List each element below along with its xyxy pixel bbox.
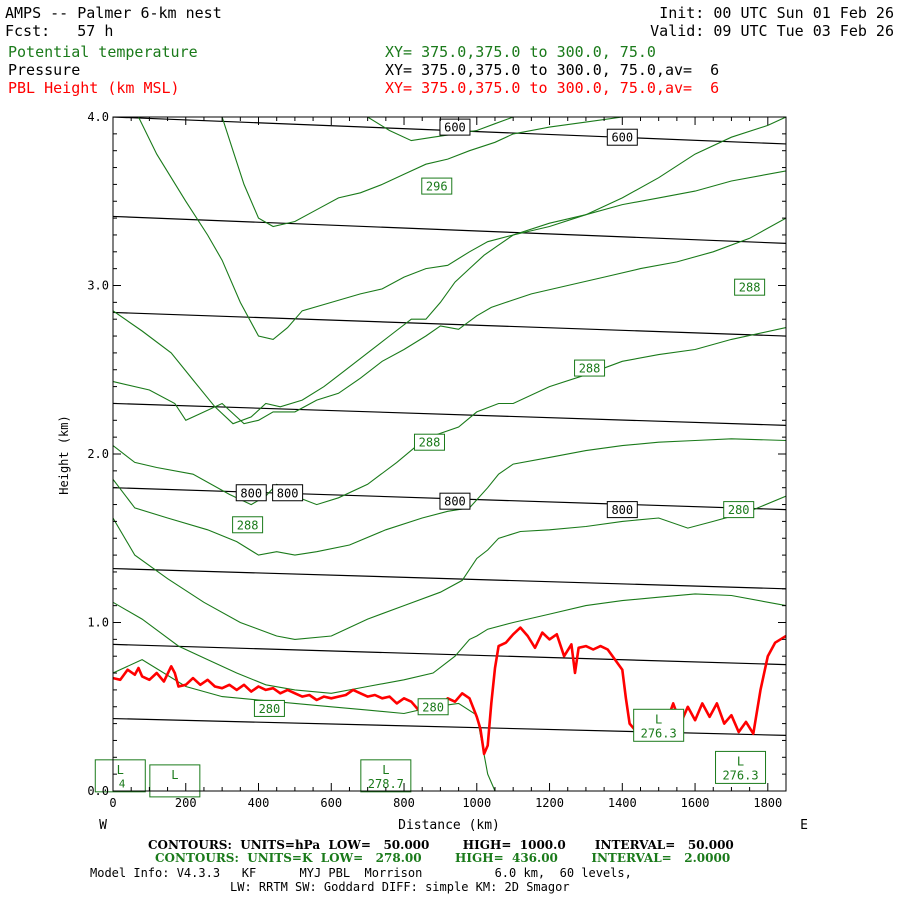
y-tick-label: 3.0	[87, 279, 109, 293]
low-marker-letter: L	[117, 763, 124, 777]
theta-label: 296	[426, 180, 448, 194]
low-marker-box	[94, 759, 146, 793]
x-tick-label: 1800	[753, 796, 782, 810]
field-pressure-label: Pressure	[8, 61, 81, 79]
isobar-650	[113, 215, 786, 244]
low-marker-value: 276.3	[722, 768, 758, 782]
x-tick-label: 400	[248, 796, 270, 810]
x-tick-label: 1200	[535, 796, 564, 810]
pressure-xy-info: XY= 375.0,375.0 to 300.0, 75.0,av= 6	[385, 61, 720, 79]
theta-contour-1	[113, 593, 786, 694]
theta-label: 280	[259, 702, 281, 716]
plot-frame	[112, 116, 787, 792]
x-axis-label: Distance (km)	[398, 818, 500, 833]
x-tick-label: 1600	[681, 796, 710, 810]
x-tick-label: 800	[393, 796, 415, 810]
y-tick-label: 4.0	[87, 110, 109, 124]
pressure-label-box	[606, 128, 638, 146]
axes: 0 200 400 600 800 1000 1200 1400 1600 1800 0.0 1.0 2…	[87, 110, 786, 810]
low-marker-letter: L	[655, 712, 662, 726]
theta-label-box	[253, 699, 285, 717]
theta-label-box	[421, 177, 453, 195]
model-title: AMPS -- Palmer 6-km nest	[5, 4, 222, 22]
pressure-label: 800	[444, 495, 466, 509]
pressure-label: 800	[240, 486, 262, 500]
pressure-contours	[113, 117, 786, 736]
theta-xy-info: XY= 375.0,375.0 to 300.0, 75.0	[385, 43, 656, 61]
isobar-750	[113, 402, 786, 426]
y-tick-label: 0.0	[87, 784, 109, 798]
low-marker-value: 278.7	[368, 777, 404, 791]
low-marker-box	[715, 750, 767, 784]
theta-contour-info: CONTOURS: UNITS=K LOW= 278.00 HIGH= 436.…	[155, 851, 731, 865]
low-marker-letter: L	[737, 754, 744, 768]
low-marker-box	[149, 764, 201, 798]
isobar-700	[113, 311, 786, 337]
theta-contour-7	[138, 117, 786, 340]
theta-label: 288	[237, 518, 259, 532]
theta-label-box	[723, 501, 755, 519]
pressure-label: 800	[611, 503, 633, 517]
pressure-label-box	[272, 484, 304, 502]
theta-contour-2	[113, 495, 786, 640]
x-tick-label: 0	[109, 796, 116, 810]
contour-labels: 600 600 800 800 800 800 296 288 288 288 288 280 280 2…	[94, 118, 767, 798]
pbl-height-line	[113, 626, 786, 756]
theta-contour-0	[113, 658, 496, 791]
pressure-contour-info: CONTOURS: UNITS=hPa LOW= 50.000 HIGH= 10…	[148, 838, 734, 852]
theta-label-box	[734, 278, 766, 296]
y-axis-label: Height (km)	[57, 415, 71, 494]
theta-label: 288	[739, 281, 761, 295]
west-label: W	[99, 818, 107, 833]
forecast-hour: Fcst: 57 h	[5, 22, 114, 40]
theta-contour-4	[113, 327, 786, 506]
model-info-line1: Model Info: V4.3.3 KF MYJ PBL Morrison 6…	[90, 866, 632, 880]
pressure-label-box	[235, 484, 267, 502]
low-marker-letter: L	[382, 763, 389, 777]
pbl-height-series	[113, 626, 786, 756]
east-label: E	[800, 818, 808, 833]
field-theta-label: Potential temperature	[8, 43, 198, 61]
isobar-850	[113, 567, 786, 590]
low-marker-letter: L	[171, 768, 178, 782]
theta-label: 280	[422, 700, 444, 714]
isobar-900	[113, 643, 786, 666]
pbl-xy-info: XY= 375.0,375.0 to 300.0, 75.0,av= 6	[385, 79, 720, 97]
theta-label-box	[232, 516, 264, 534]
theta-contour-8	[221, 117, 623, 228]
x-tick-label: 200	[175, 796, 197, 810]
model-info-line2: LW: RRTM SW: Goddard DIFF: simple KM: 2D…	[230, 880, 570, 894]
pressure-label: 800	[277, 486, 299, 500]
pressure-label: 600	[444, 121, 466, 135]
y-tick-label: 1.0	[87, 616, 109, 630]
theta-label-box	[574, 359, 606, 377]
x-tick-label: 1000	[462, 796, 491, 810]
pressure-label: 600	[611, 131, 633, 145]
low-marker-value: 276.3	[641, 726, 677, 740]
isobar-950	[113, 717, 786, 736]
edge-contour-label: 4	[119, 778, 126, 791]
y-tick-label: 2.0	[87, 447, 109, 461]
theta-label: 288	[579, 362, 601, 376]
valid-time: Valid: 09 UTC Tue 03 Feb 26	[650, 22, 894, 40]
theta-contours	[113, 117, 786, 791]
theta-label-box	[417, 698, 449, 716]
theta-label-box	[413, 433, 445, 451]
theta-contour-3	[113, 438, 786, 556]
pressure-label-box	[439, 492, 471, 510]
low-marker-box	[633, 708, 685, 742]
pressure-label-box	[439, 118, 471, 136]
init-time: Init: 00 UTC Sun 01 Feb 26	[659, 4, 894, 22]
field-pbl-label: PBL Height (km MSL)	[8, 79, 180, 97]
theta-label: 280	[728, 503, 750, 517]
theta-contour-6	[113, 170, 786, 425]
theta-label: 288	[419, 436, 441, 450]
pressure-label-box	[606, 501, 638, 519]
theta-contour-5	[113, 217, 786, 425]
x-tick-label: 1400	[608, 796, 637, 810]
low-marker-box	[360, 759, 412, 793]
x-tick-label: 600	[320, 796, 342, 810]
